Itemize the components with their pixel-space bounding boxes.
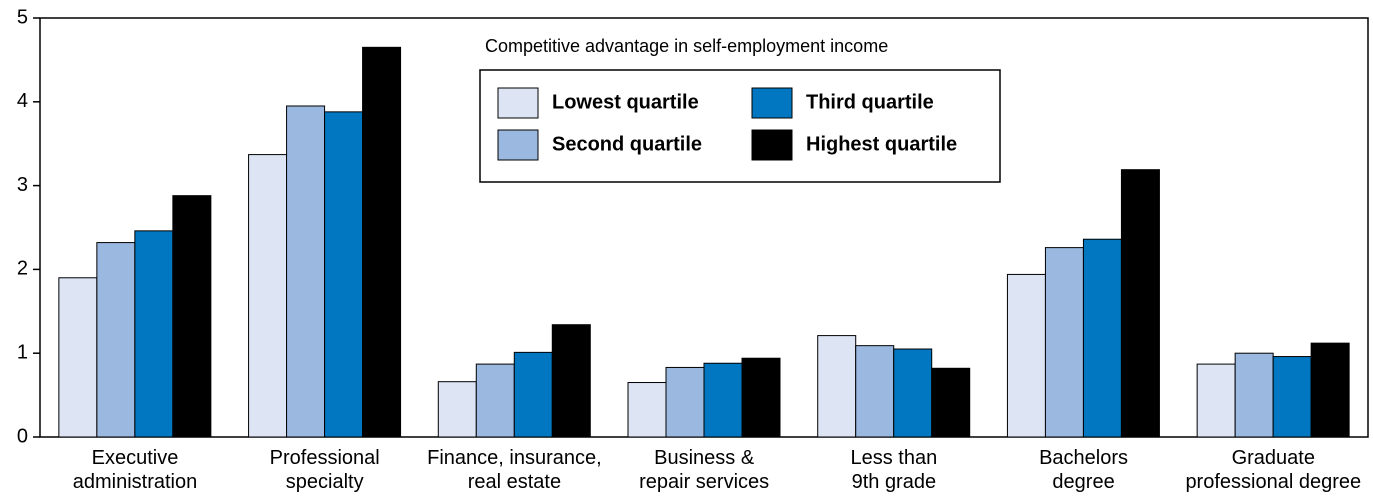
legend-label: Third quartile	[806, 91, 934, 113]
y-tick-label: 1	[17, 341, 28, 363]
bar	[741, 357, 781, 438]
legend-swatch	[497, 129, 539, 161]
legend-label: Lowest quartile	[552, 91, 699, 113]
bar	[703, 362, 743, 438]
bar	[817, 335, 857, 438]
bar	[1120, 169, 1160, 438]
bar	[551, 324, 591, 438]
bar	[1272, 356, 1312, 438]
y-tick-label: 4	[17, 90, 28, 112]
bar	[96, 242, 136, 438]
y-tick-label: 5	[17, 6, 28, 28]
legend-label: Second quartile	[552, 133, 702, 155]
x-tick-label: Graduate professional degree	[1185, 447, 1362, 493]
x-tick-label: Finance, insurance, real estate	[427, 447, 602, 493]
bar	[1044, 247, 1084, 438]
bar	[1196, 363, 1236, 438]
x-tick-label: Business & repair services	[639, 447, 770, 493]
bar	[665, 366, 705, 438]
bar	[893, 348, 933, 438]
legend-label: Highest quartile	[806, 133, 957, 155]
x-tick-label: Bachelors degree	[1039, 447, 1129, 493]
legend-swatch	[751, 129, 793, 161]
bar	[855, 345, 895, 438]
bar	[286, 105, 326, 438]
bar	[437, 381, 477, 438]
bar	[1234, 352, 1274, 438]
legend-swatch	[497, 87, 539, 119]
bar	[475, 363, 515, 438]
y-tick-label: 3	[17, 174, 28, 196]
bar	[627, 382, 667, 438]
bar	[58, 277, 98, 438]
bar	[1310, 342, 1350, 438]
bar	[134, 230, 174, 438]
legend-swatch	[751, 87, 793, 119]
bar	[362, 46, 402, 438]
x-tick-label: Less than 9th grade	[850, 447, 938, 493]
x-tick-label: Executive administration	[72, 447, 198, 493]
legend-box	[479, 69, 1001, 183]
bar	[172, 195, 212, 438]
bar	[248, 154, 288, 438]
x-tick-label: Professional specialty	[269, 447, 380, 493]
bar	[1082, 238, 1122, 438]
bar	[324, 111, 364, 438]
bar	[931, 367, 971, 438]
y-tick-label: 0	[17, 425, 28, 447]
legend-title: Competitive advantage in self-employment…	[485, 36, 888, 56]
bar	[1006, 273, 1046, 438]
y-tick-label: 2	[17, 258, 28, 280]
bar	[513, 351, 553, 438]
